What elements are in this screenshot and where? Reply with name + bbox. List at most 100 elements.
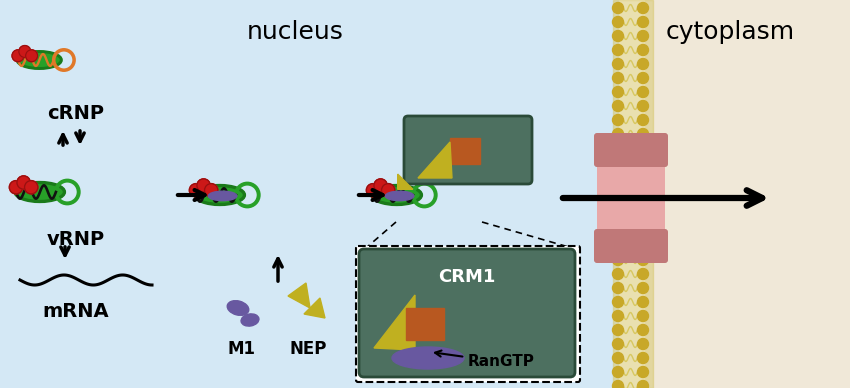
Circle shape — [638, 353, 649, 364]
Circle shape — [613, 2, 624, 14]
Bar — [450, 138, 480, 164]
Circle shape — [638, 338, 649, 350]
Circle shape — [638, 213, 649, 223]
Ellipse shape — [227, 301, 249, 315]
Circle shape — [638, 170, 649, 182]
Circle shape — [613, 199, 624, 210]
Polygon shape — [418, 142, 452, 178]
Circle shape — [613, 241, 624, 251]
Circle shape — [613, 128, 624, 140]
Bar — [406, 308, 444, 340]
Ellipse shape — [195, 185, 245, 204]
Bar — [613, 0, 653, 388]
Circle shape — [613, 310, 624, 322]
Circle shape — [613, 185, 624, 196]
Circle shape — [638, 296, 649, 308]
FancyBboxPatch shape — [594, 133, 668, 167]
Circle shape — [638, 185, 649, 196]
Polygon shape — [304, 298, 325, 318]
Circle shape — [638, 324, 649, 336]
Text: nucleus: nucleus — [246, 20, 343, 44]
FancyBboxPatch shape — [594, 229, 668, 263]
Circle shape — [638, 367, 649, 378]
Circle shape — [374, 179, 388, 192]
Circle shape — [613, 156, 624, 168]
Circle shape — [19, 45, 31, 57]
Polygon shape — [398, 174, 413, 189]
Text: cRNP: cRNP — [48, 104, 105, 123]
Circle shape — [638, 73, 649, 83]
Circle shape — [638, 17, 649, 28]
Circle shape — [613, 114, 624, 125]
Circle shape — [613, 17, 624, 28]
Circle shape — [638, 156, 649, 168]
Circle shape — [638, 87, 649, 97]
Circle shape — [613, 324, 624, 336]
Circle shape — [613, 170, 624, 182]
Bar — [0, 0, 618, 388]
Ellipse shape — [385, 191, 414, 201]
Circle shape — [26, 50, 37, 62]
Circle shape — [613, 45, 624, 55]
Circle shape — [638, 381, 649, 388]
Ellipse shape — [392, 347, 464, 369]
Text: cytoplasm: cytoplasm — [666, 20, 795, 44]
Circle shape — [613, 73, 624, 83]
Circle shape — [613, 213, 624, 223]
Circle shape — [638, 128, 649, 140]
Circle shape — [366, 184, 380, 197]
Polygon shape — [288, 283, 310, 308]
Circle shape — [17, 176, 31, 189]
Circle shape — [613, 87, 624, 97]
Circle shape — [9, 180, 23, 194]
Circle shape — [638, 227, 649, 237]
Circle shape — [638, 241, 649, 251]
Circle shape — [613, 59, 624, 69]
Text: RanGTP: RanGTP — [435, 350, 535, 369]
Text: M1: M1 — [228, 340, 256, 358]
Bar — [645, 0, 850, 388]
Circle shape — [638, 268, 649, 279]
Ellipse shape — [372, 185, 422, 204]
Circle shape — [12, 50, 24, 62]
Circle shape — [613, 381, 624, 388]
Circle shape — [638, 59, 649, 69]
Circle shape — [613, 367, 624, 378]
Circle shape — [382, 184, 395, 197]
Text: vRNP: vRNP — [47, 230, 105, 249]
Circle shape — [613, 353, 624, 364]
Circle shape — [638, 310, 649, 322]
Circle shape — [613, 227, 624, 237]
Circle shape — [613, 142, 624, 154]
Circle shape — [613, 282, 624, 293]
Polygon shape — [374, 295, 415, 350]
Circle shape — [638, 142, 649, 154]
Circle shape — [638, 2, 649, 14]
Circle shape — [613, 31, 624, 42]
Circle shape — [613, 100, 624, 111]
FancyBboxPatch shape — [359, 249, 575, 377]
Text: mRNA: mRNA — [42, 302, 110, 321]
Circle shape — [638, 282, 649, 293]
Circle shape — [613, 268, 624, 279]
Circle shape — [638, 31, 649, 42]
Circle shape — [613, 255, 624, 265]
Circle shape — [25, 180, 38, 194]
Ellipse shape — [241, 314, 259, 326]
Circle shape — [638, 199, 649, 210]
Ellipse shape — [17, 52, 61, 69]
FancyBboxPatch shape — [404, 116, 532, 184]
Ellipse shape — [15, 182, 65, 201]
Circle shape — [613, 296, 624, 308]
Circle shape — [638, 114, 649, 125]
Text: NEP: NEP — [289, 340, 326, 358]
Circle shape — [638, 100, 649, 111]
Circle shape — [190, 184, 202, 197]
Circle shape — [638, 255, 649, 265]
Ellipse shape — [208, 191, 237, 201]
Circle shape — [205, 184, 218, 197]
Bar — [597, 164, 665, 232]
Circle shape — [197, 179, 210, 192]
FancyBboxPatch shape — [356, 246, 580, 382]
Text: CRM1: CRM1 — [439, 268, 496, 286]
